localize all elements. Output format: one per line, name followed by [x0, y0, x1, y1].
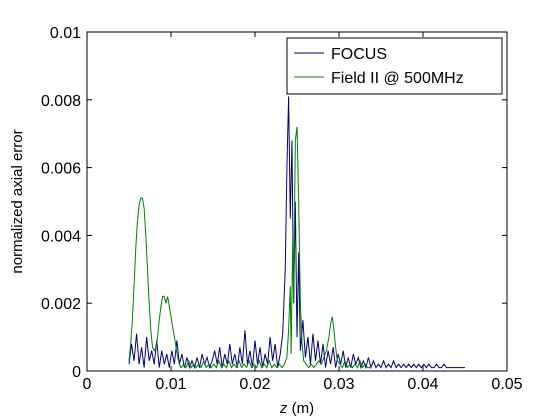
y-tick-label: 0.006 — [41, 161, 81, 178]
axes-box — [86, 31, 508, 372]
x-tick-label: 0.01 — [155, 376, 186, 393]
legend: FOCUS Field II @ 500MHz — [286, 37, 503, 95]
legend-label: FOCUS — [331, 46, 387, 63]
x-tick-label: 0.04 — [407, 376, 438, 393]
y-tick-label: 0.002 — [41, 296, 81, 313]
x-axis: 0 0.01 0.02 0.03 0.04 0.05 — [83, 32, 523, 393]
x-tick-label: 0.02 — [239, 376, 270, 393]
y-tick-label: 0.008 — [41, 93, 81, 110]
y-tick-label: 0 — [72, 364, 81, 381]
series-line-field-ii — [128, 126, 371, 369]
y-tick-label: 0.01 — [50, 25, 81, 42]
legend-box — [286, 37, 503, 95]
legend-label: Field II @ 500MHz — [331, 70, 464, 87]
axes-frame — [86, 31, 508, 372]
y-axis: 0 0.002 0.004 0.006 0.008 0.01 — [41, 25, 507, 381]
x-axis-label: z (m) — [279, 400, 314, 417]
series-layer — [128, 96, 465, 370]
x-tick-label: 0.05 — [491, 376, 522, 393]
y-axis-label: normalized axial error — [9, 129, 26, 273]
y-tick-label: 0.004 — [41, 228, 81, 245]
x-tick-label: 0.03 — [323, 376, 354, 393]
x-tick-label: 0 — [83, 376, 92, 393]
